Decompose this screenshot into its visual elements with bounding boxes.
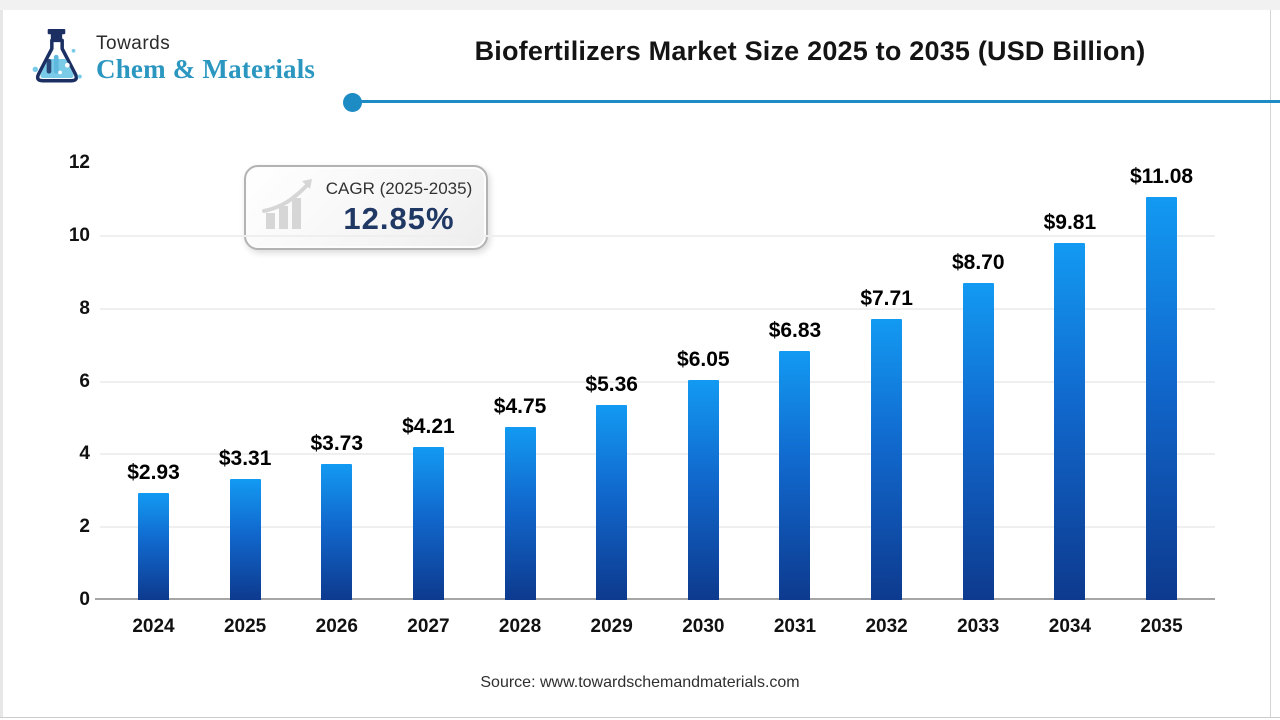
title-divider-dot [343, 93, 362, 112]
gridline [100, 307, 1215, 310]
y-axis-tick-label: 6 [79, 370, 90, 392]
x-axis-tick-label: 2032 [865, 616, 908, 637]
x-axis-tick-label: 2029 [590, 616, 633, 637]
x-axis-tick-label: 2033 [957, 616, 1000, 637]
x-axis-tick-label: 2031 [773, 616, 817, 637]
cagr-badge: CAGR (2025-2035) 12.85% [244, 165, 488, 250]
screenshot-bottom-edge [0, 717, 1280, 718]
bar [871, 319, 903, 600]
gridline [100, 234, 1215, 237]
bar [504, 427, 536, 600]
y-axis-tick-label: 8 [79, 297, 90, 319]
x-axis-tick-label: 2027 [407, 616, 450, 637]
bar [138, 493, 169, 600]
screenshot-left-edge [0, 10, 3, 717]
bar-value-label: $4.75 [493, 395, 547, 419]
bar-value-label: $3.31 [218, 447, 272, 471]
brand-logo: Towards Chem & Materials [26, 28, 315, 95]
bar-value-label: $7.71 [860, 287, 913, 311]
bar-value-label: $8.70 [951, 251, 1005, 275]
source-text: Source: www.towardschemandmaterials.com [480, 674, 800, 691]
logo-brand-text: Chem & Materials [96, 54, 316, 84]
logo-towards-text: Towards [96, 33, 171, 54]
bar-value-label: $6.83 [768, 319, 822, 343]
bar [962, 283, 994, 600]
bar [779, 351, 811, 600]
bar-value-label: $2.93 [127, 461, 180, 485]
x-axis-tick-label: 2028 [498, 616, 542, 637]
y-axis-tick-label: 4 [79, 443, 90, 465]
gridline [100, 453, 1215, 456]
flask-icon [26, 28, 88, 95]
x-axis-tick-label: 2024 [132, 616, 175, 637]
x-axis-tick-label: 2026 [315, 616, 358, 637]
x-axis-tick-label: 2030 [682, 616, 725, 637]
growth-chart-icon [258, 173, 322, 242]
y-axis-tick-label: 0 [79, 589, 90, 610]
x-axis-line [95, 598, 1215, 600]
bar-value-label: $3.73 [310, 432, 364, 456]
screenshot-top-edge [0, 0, 1280, 10]
y-axis-tick-label: 12 [68, 152, 90, 173]
x-axis-tick-label: 2034 [1048, 616, 1092, 637]
bar-value-label: $11.08 [1129, 164, 1194, 188]
x-axis-tick-label: 2035 [1140, 616, 1183, 637]
y-axis-tick-label: 2 [79, 516, 90, 538]
bar-value-label: $5.36 [585, 372, 638, 396]
bar [687, 379, 719, 600]
bar [229, 479, 261, 600]
bar [596, 404, 628, 600]
bar-value-label: $4.21 [402, 414, 455, 438]
chart-title: Biofertilizers Market Size 2025 to 2035 … [474, 36, 1146, 66]
y-axis-tick-label: 10 [68, 224, 90, 246]
gridline [100, 526, 1215, 529]
bar [412, 446, 444, 600]
cagr-value: 12.85% [343, 200, 455, 236]
title-divider-line [353, 100, 1280, 103]
gridline [100, 380, 1215, 383]
bar-value-label: $9.81 [1043, 210, 1097, 234]
cagr-label: CAGR (2025-2035) [325, 178, 473, 198]
bar [321, 464, 353, 600]
bar [1054, 242, 1086, 600]
screenshot-right-edge [1270, 10, 1271, 717]
bar [1146, 196, 1178, 600]
x-axis-tick-label: 2025 [223, 616, 267, 637]
bar-value-label: $6.05 [677, 347, 730, 371]
